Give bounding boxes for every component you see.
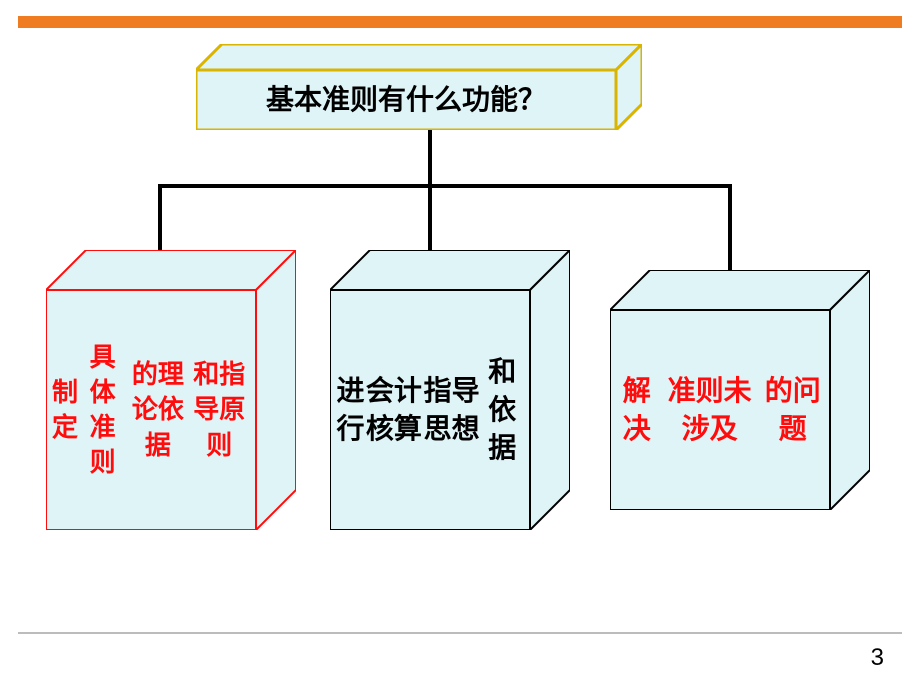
child-box-2: 解决准则未涉及的问题 <box>610 270 870 510</box>
child-box-1: 进行会计核算指导思想和依据 <box>330 250 570 530</box>
child-box-1-label: 进行会计核算指导思想和依据 <box>330 290 530 530</box>
page-number: 3 <box>871 644 884 672</box>
bottom-divider <box>18 632 902 634</box>
root-box-label: 基本准则有什么功能？ <box>196 70 616 130</box>
root-box: 基本准则有什么功能？ <box>196 44 642 130</box>
diagram-canvas: 基本准则有什么功能？ 制定具体准则的理论依据和指导原则进行会计核算指导思想和依据解… <box>0 0 920 690</box>
child-box-0-label: 制定具体准则的理论依据和指导原则 <box>46 290 256 530</box>
child-box-2-label: 解决准则未涉及的问题 <box>610 310 830 510</box>
child-box-0: 制定具体准则的理论依据和指导原则 <box>46 250 296 530</box>
